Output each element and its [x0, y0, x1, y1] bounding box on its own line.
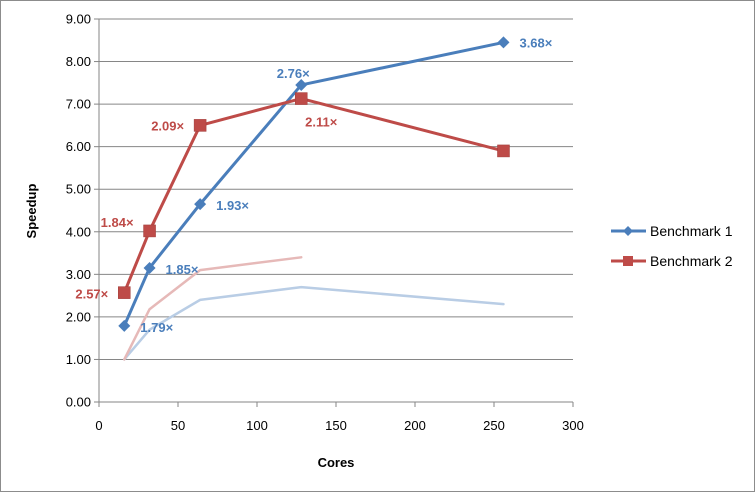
data-label: 2.09×	[151, 118, 184, 133]
data-point-diamond	[194, 198, 207, 211]
y-tick-label: 0.00	[66, 395, 91, 410]
legend-marker-diamond	[623, 226, 633, 236]
y-tick-labels: 0.00 1.00 2.00 3.00 4.00 5.00 6.00 7.00 8.00 9.00	[66, 12, 91, 410]
data-labels: 1.79× 1.85× 1.93× 2.76× 3.68× 2.57× 1.84× 2.09×…	[75, 35, 552, 334]
series-line	[123, 256, 303, 361]
y-tick-label: 2.00	[66, 309, 91, 324]
y-axis-title: Speedup	[24, 183, 39, 238]
data-point-square	[294, 92, 308, 105]
data-point-diamond	[143, 261, 156, 274]
data-label: 1.84×	[101, 215, 134, 230]
legend-marker-square	[623, 256, 633, 266]
data-point-square	[193, 119, 207, 132]
data-point-diamond	[118, 319, 131, 332]
y-tick-label: 5.00	[66, 182, 91, 197]
x-tick-label: 0	[95, 418, 102, 433]
series-lines	[122, 40, 505, 361]
data-label: 1.85×	[166, 262, 199, 277]
y-tick-label: 6.00	[66, 139, 91, 154]
data-label: 3.68×	[519, 35, 552, 50]
data-label: 1.93×	[216, 198, 249, 213]
data-label: 1.79×	[140, 320, 173, 335]
axes	[94, 18, 574, 407]
data-point-square	[143, 224, 156, 238]
data-label: 2.11×	[305, 115, 338, 130]
series-line	[123, 285, 505, 361]
data-point-square	[118, 286, 131, 299]
x-tick-label: 250	[483, 418, 505, 433]
data-label: 2.76×	[277, 66, 310, 81]
data-point-square	[497, 144, 510, 158]
data-point-diamond	[295, 78, 308, 91]
legend-label: Benchmark 1	[650, 223, 733, 239]
legend: Benchmark 1 Benchmark 2	[611, 223, 733, 269]
x-tick-label: 300	[562, 418, 584, 433]
legend-label: Benchmark 2	[650, 253, 733, 269]
y-tick-label: 7.00	[66, 97, 91, 112]
series-markers	[118, 36, 510, 332]
y-tick-label: 3.00	[66, 267, 91, 282]
data-point-diamond	[497, 36, 510, 49]
gridlines	[99, 18, 573, 360]
x-axis-title: Cores	[318, 455, 355, 470]
x-tick-label: 200	[404, 418, 426, 433]
y-tick-label: 4.00	[66, 224, 91, 239]
data-label: 2.57×	[75, 287, 108, 302]
y-tick-label: 8.00	[66, 54, 91, 69]
y-tick-label: 1.00	[66, 352, 91, 367]
x-tick-label: 50	[171, 418, 185, 433]
x-tick-label: 100	[246, 418, 268, 433]
y-tick-label: 9.00	[66, 12, 91, 27]
x-tick-labels: 0 50 100 150 200 250 300	[95, 418, 583, 433]
x-tick-label: 150	[325, 418, 347, 433]
